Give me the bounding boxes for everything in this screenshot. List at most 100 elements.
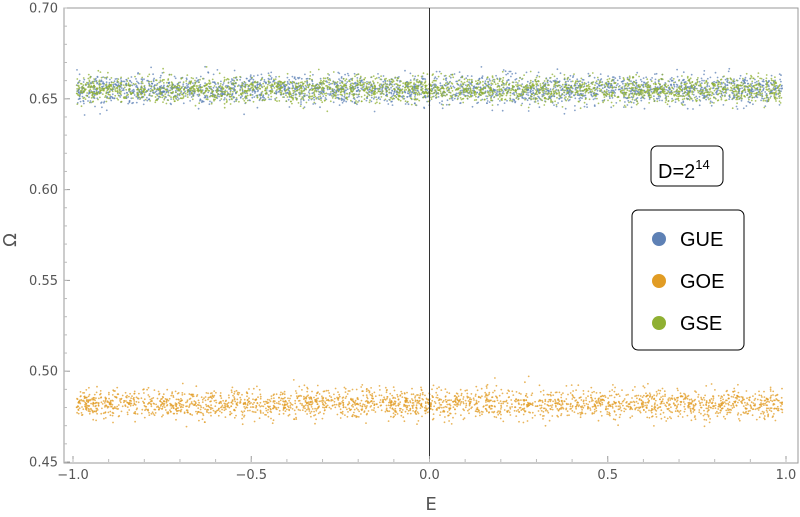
data-point [728, 411, 731, 414]
data-point [261, 405, 263, 407]
data-point [76, 405, 79, 407]
data-point [606, 411, 609, 413]
data-point [127, 96, 130, 98]
data-point [109, 403, 112, 406]
data-point [689, 89, 692, 92]
data-point [84, 401, 87, 404]
data-point [542, 410, 545, 413]
data-point [506, 402, 509, 405]
data-point [614, 77, 617, 79]
data-point [554, 391, 557, 394]
data-point [733, 96, 736, 99]
data-point [525, 399, 528, 402]
data-point [320, 400, 322, 402]
data-point [134, 412, 137, 415]
data-point [590, 396, 592, 399]
data-point [83, 395, 86, 398]
data-point [379, 399, 382, 401]
data-point [607, 89, 610, 92]
data-point [287, 397, 289, 400]
data-point [76, 397, 78, 400]
data-point [472, 397, 475, 400]
data-point [90, 101, 92, 104]
data-point [769, 399, 772, 402]
data-point [514, 406, 517, 409]
data-point [736, 394, 738, 397]
data-point [216, 69, 219, 71]
data-point [738, 419, 741, 422]
data-point [375, 403, 378, 405]
data-point [491, 411, 493, 413]
data-point [275, 402, 278, 404]
data-point [328, 83, 331, 86]
data-point [386, 396, 389, 398]
data-point [375, 87, 377, 90]
data-point [579, 96, 582, 99]
data-point [147, 88, 150, 91]
data-point [745, 105, 748, 107]
data-point [532, 89, 534, 92]
data-point [440, 398, 443, 401]
data-point [325, 397, 327, 400]
data-point [103, 417, 105, 420]
data-point [386, 409, 389, 412]
data-point [365, 413, 368, 416]
data-point [165, 398, 168, 401]
data-point [589, 407, 591, 410]
data-point [322, 390, 325, 393]
data-point [347, 390, 350, 392]
data-point [499, 400, 502, 402]
data-point [549, 88, 552, 91]
data-point [492, 391, 494, 394]
data-point [694, 418, 697, 421]
data-point [752, 90, 755, 93]
data-point [149, 402, 152, 405]
data-point [79, 100, 82, 103]
data-point [127, 403, 130, 406]
data-point [151, 400, 153, 402]
data-point [364, 405, 366, 408]
data-point [269, 410, 272, 413]
data-point [308, 410, 311, 412]
data-point [116, 408, 119, 410]
data-point [182, 83, 185, 86]
data-point [143, 99, 146, 102]
data-point [663, 87, 666, 89]
data-point [708, 421, 711, 424]
data-point [96, 407, 98, 410]
data-point [252, 398, 254, 401]
data-point [328, 399, 330, 402]
data-point [502, 69, 505, 71]
data-point [174, 77, 177, 80]
data-point [560, 407, 563, 410]
data-point [220, 80, 222, 83]
data-point [486, 394, 489, 397]
data-point [186, 85, 188, 87]
data-point [346, 415, 349, 418]
data-point [626, 76, 629, 79]
data-point [693, 399, 695, 402]
data-point [356, 96, 359, 99]
data-point [268, 399, 271, 401]
data-point [347, 74, 350, 77]
data-point [707, 415, 710, 418]
data-point [87, 405, 90, 407]
data-point [179, 400, 182, 403]
data-point [742, 398, 744, 401]
data-point [163, 406, 166, 409]
data-point [670, 76, 673, 79]
data-point [412, 410, 414, 412]
data-point [453, 86, 456, 89]
data-point [156, 82, 159, 85]
data-point [650, 411, 653, 414]
data-point [591, 95, 594, 98]
data-point [712, 399, 715, 401]
data-point [455, 80, 458, 83]
data-point [238, 392, 241, 394]
data-point [476, 408, 479, 411]
data-point [615, 84, 618, 87]
data-point [285, 408, 288, 411]
data-point [265, 82, 267, 85]
data-point [736, 397, 738, 400]
data-point [130, 76, 133, 78]
